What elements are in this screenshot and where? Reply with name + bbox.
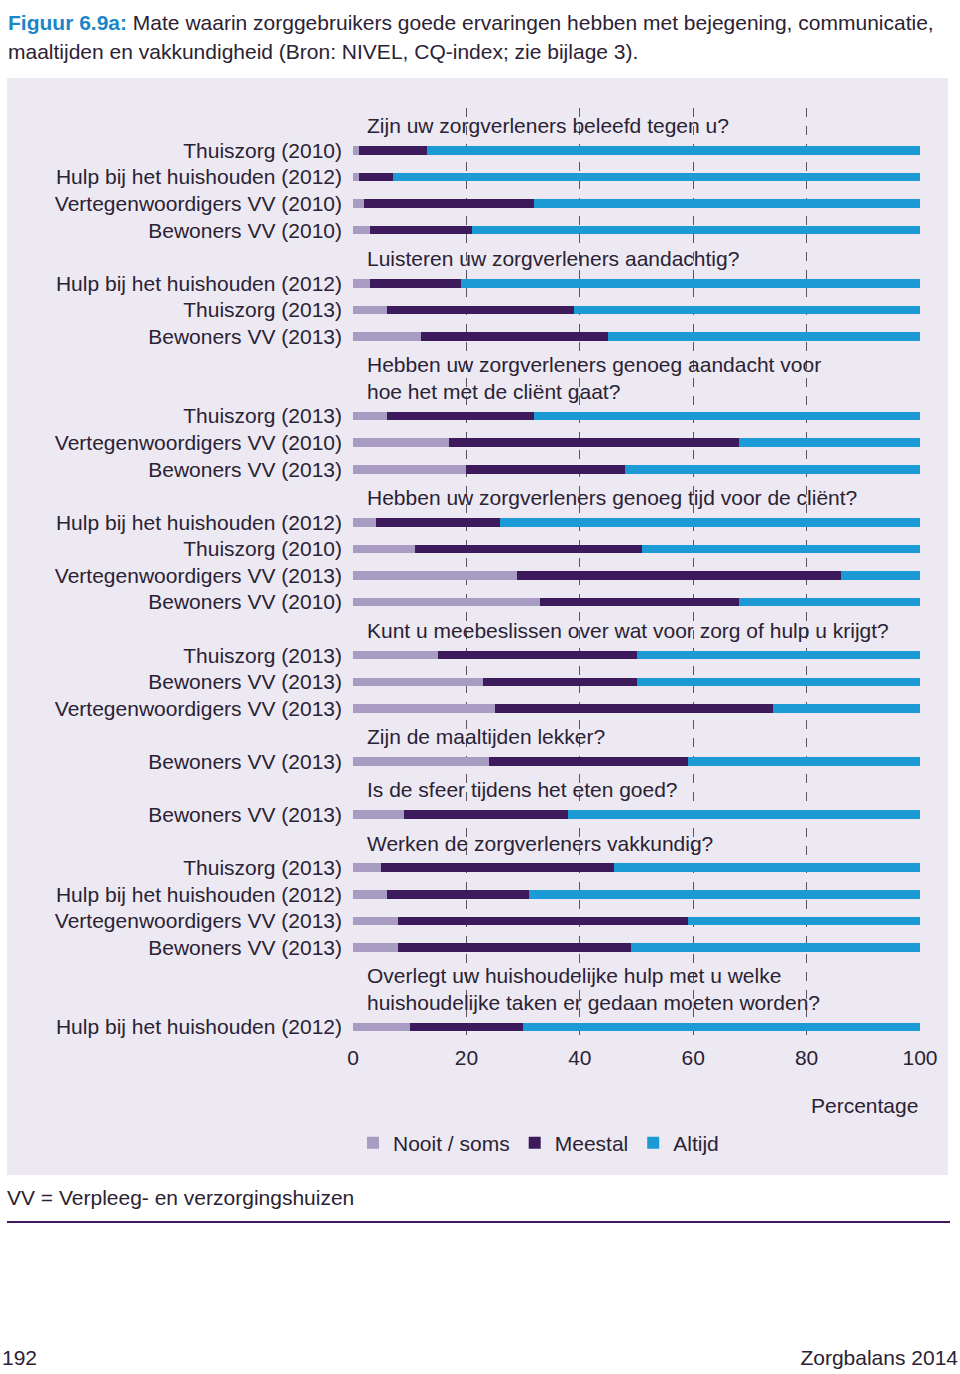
svg-text:20: 20 [455, 1046, 478, 1069]
svg-text:Hulp bij het huishouden (2012): Hulp bij het huishouden (2012) [56, 272, 342, 295]
svg-text:100: 100 [902, 1046, 937, 1069]
svg-text:Thuiszorg (2013): Thuiszorg (2013) [183, 856, 342, 879]
html-text:Figuur 6.9a: Mate waarin zorgg: Figuur 6.9a: Mate waarin zorggebruikers … [8, 11, 934, 63]
svg-text:Thuiszorg (2013): Thuiszorg (2013) [183, 298, 342, 321]
svg-text:Vertegenwoordigers VV (2010): Vertegenwoordigers VV (2010) [55, 431, 342, 454]
svg-text:40: 40 [568, 1046, 591, 1069]
svg-text:Bewoners VV (2010): Bewoners VV (2010) [148, 219, 342, 242]
svg-text:Nooit / soms: Nooit / soms [393, 1132, 510, 1155]
svg-text:Werken de zorgverleners vakkun: Werken de zorgverleners vakkundig? [367, 832, 713, 855]
svg-text:Altijd: Altijd [673, 1132, 719, 1155]
svg-text:Hebben uw zorgverleners genoeg: Hebben uw zorgverleners genoeg tijd voor… [367, 486, 857, 509]
svg-text:Thuiszorg (2010): Thuiszorg (2010) [183, 537, 342, 560]
svg-text:Thuiszorg (2013): Thuiszorg (2013) [183, 404, 342, 427]
svg-text:Hulp bij het huishouden (2012): Hulp bij het huishouden (2012) [56, 883, 342, 906]
svg-text:Hulp bij het huishouden (2012): Hulp bij het huishouden (2012) [56, 1015, 342, 1038]
svg-text:0: 0 [347, 1046, 359, 1069]
svg-text:Bewoners VV (2013): Bewoners VV (2013) [148, 803, 342, 826]
svg-text:Vertegenwoordigers VV (2013): Vertegenwoordigers VV (2013) [55, 564, 342, 587]
svg-text:Percentage: Percentage [811, 1094, 918, 1117]
html-text:VV = Verpleeg- en verzorgingsh: VV = Verpleeg- en verzorgingshuizen [7, 1186, 355, 1209]
svg-text:Thuiszorg (2013): Thuiszorg (2013) [183, 644, 342, 667]
svg-text:Zijn uw zorgverleners beleefd: Zijn uw zorgverleners beleefd tegen u? [367, 114, 729, 137]
svg-text:Hulp bij het huishouden (2012): Hulp bij het huishouden (2012) [56, 511, 342, 534]
svg-text:Overlegt uw huishoudelijke hul: Overlegt uw huishoudelijke hulp met u we… [367, 964, 820, 1014]
svg-text:Bewoners VV (2013): Bewoners VV (2013) [148, 750, 342, 773]
svg-text:60: 60 [682, 1046, 705, 1069]
svg-text:Bewoners VV (2013): Bewoners VV (2013) [148, 936, 342, 959]
svg-text:Luisteren uw zorgverleners aan: Luisteren uw zorgverleners aandachtig? [367, 247, 739, 270]
svg-text:Bewoners VV (2013): Bewoners VV (2013) [148, 670, 342, 693]
svg-text:Is de sfeer tijdens het eten g: Is de sfeer tijdens het eten goed? [367, 778, 678, 801]
svg-text:Vertegenwoordigers VV (2010): Vertegenwoordigers VV (2010) [55, 192, 342, 215]
svg-text:Hulp bij het huishouden (2012): Hulp bij het huishouden (2012) [56, 165, 342, 188]
svg-text:Bewoners VV (2013): Bewoners VV (2013) [148, 325, 342, 348]
svg-text:Vertegenwoordigers VV (2013): Vertegenwoordigers VV (2013) [55, 697, 342, 720]
html-text:Zorgbalans 2014: Zorgbalans 2014 [800, 1346, 958, 1369]
svg-text:Bewoners VV (2010): Bewoners VV (2010) [148, 590, 342, 613]
svg-text:Bewoners VV (2013): Bewoners VV (2013) [148, 458, 342, 481]
svg-text:80: 80 [795, 1046, 818, 1069]
svg-text:Hebben uw zorgverleners genoeg: Hebben uw zorgverleners genoeg aandacht … [367, 353, 821, 403]
svg-text:Zijn de maaltijden lekker?: Zijn de maaltijden lekker? [367, 725, 605, 748]
svg-text:Thuiszorg (2010): Thuiszorg (2010) [183, 139, 342, 162]
html-text:192: 192 [2, 1346, 37, 1369]
svg-text:Kunt u meebeslissen over wat v: Kunt u meebeslissen over wat voor zorg o… [367, 619, 889, 642]
svg-text:Meestal: Meestal [555, 1132, 629, 1155]
svg-text:Vertegenwoordigers VV (2013): Vertegenwoordigers VV (2013) [55, 909, 342, 932]
